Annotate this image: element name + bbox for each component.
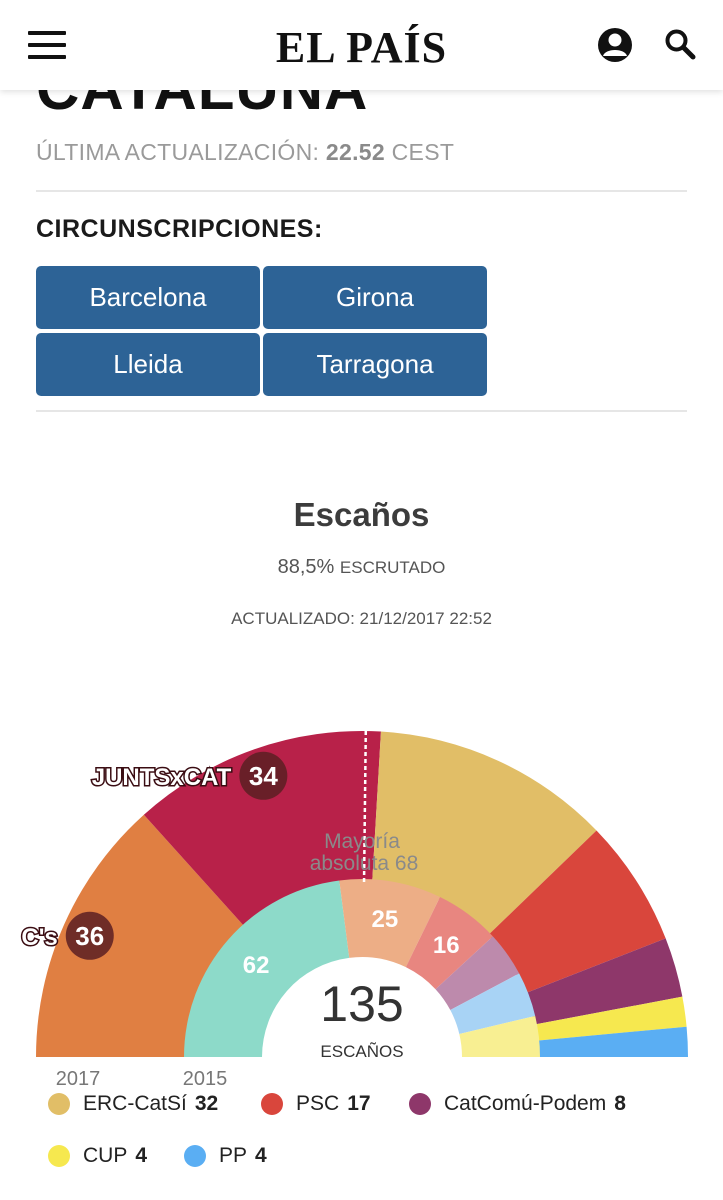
- seat-segment-pp: [536, 1026, 688, 1057]
- seat-badge-value-juntsxcat: 34: [249, 761, 278, 791]
- seat-badge-juntsxcat: [239, 751, 288, 800]
- legend-swatch: [184, 1145, 206, 1167]
- seat-segment-ring2015-4: [450, 973, 536, 1034]
- chart-updated-time: ACTUALIZADO: 21/12/2017 22:52: [231, 609, 492, 628]
- seat-segment-ring2015-0: [184, 880, 350, 1058]
- legend-party-name: CatComú-Podem: [444, 1092, 607, 1115]
- seat-segment-erc-cats: [372, 731, 597, 936]
- seat-segment-ring2015-3: [435, 936, 520, 1011]
- total-seats-value: 135: [320, 976, 403, 1032]
- party-label-c-s: C's: [21, 924, 57, 951]
- ring-year-label-2015: 2015: [183, 1068, 228, 1090]
- seat-segment-catcom-podem: [525, 938, 683, 1025]
- seat-value-ring2015-2: 16: [433, 932, 460, 959]
- legend-party-name: PSC: [296, 1092, 340, 1115]
- seat-segment-cup: [533, 996, 687, 1041]
- legend-seat-count: 8: [614, 1092, 626, 1115]
- chart-title: Escaños: [293, 496, 430, 533]
- seat-segment-ring2015-5: [459, 1015, 540, 1057]
- district-button-tarragona[interactable]: Tarragona: [263, 333, 487, 396]
- legend-seat-count: 4: [255, 1144, 267, 1167]
- user-account-icon[interactable]: [596, 26, 634, 64]
- last-update-timezone: CEST: [384, 139, 455, 165]
- legend-swatch: [48, 1145, 70, 1167]
- scrutiny-value: 88,5%: [277, 556, 335, 578]
- legend-item: ERC-CatSí 32: [48, 1092, 218, 1116]
- district-button-barcelona[interactable]: Barcelona: [36, 266, 260, 329]
- seat-segment-juntsxcat: [143, 731, 381, 927]
- district-button-lleida[interactable]: Lleida: [36, 333, 260, 396]
- legend-swatch: [409, 1093, 431, 1115]
- seat-segment-c-s: [36, 814, 245, 1057]
- legend-party-name: ERC-CatSí: [83, 1092, 187, 1115]
- seat-value-ring2015-0: 62: [243, 952, 270, 979]
- last-update-label: ÚLTIMA ACTUALIZACIÓN:: [36, 139, 326, 165]
- seat-badge-value-c-s: 36: [75, 921, 104, 951]
- legend-swatch: [48, 1093, 70, 1115]
- legend-party-name: CUP: [83, 1144, 128, 1167]
- legend-item: PP 4: [184, 1144, 267, 1168]
- districts-label: CIRCUNSCRIPCIONES:: [36, 215, 323, 243]
- legend-seat-count: 4: [135, 1144, 148, 1167]
- seat-segment-ring2015-2: [405, 897, 493, 990]
- divider: [36, 190, 687, 192]
- seat-value-ring2015-1: 25: [372, 906, 399, 933]
- seat-segment-ring2015-1: [339, 879, 441, 968]
- top-bar: EL PAÍS: [0, 0, 723, 90]
- legend-seat-count: 17: [347, 1092, 371, 1115]
- seat-badge-c-s: [65, 911, 114, 960]
- seat-segment-psc: [487, 830, 666, 994]
- majority-label-line1: Mayoría: [324, 830, 400, 853]
- scrutiny-label: ESCRUTADO: [339, 558, 446, 577]
- hemicycle-chart: 36 C's 34 JUNTSxCAT 2017 62 25 16 2015 Mayoríaabs…: [20, 731, 688, 1090]
- district-button-girona[interactable]: Girona: [263, 266, 487, 329]
- legend-seat-count: 32: [194, 1092, 219, 1115]
- ring-year-label-2017: 2017: [56, 1068, 101, 1090]
- legend-item: CUP 4: [48, 1144, 147, 1168]
- search-icon[interactable]: [664, 28, 696, 60]
- majority-label-line2: absoluta 68: [310, 852, 419, 875]
- hamburger-menu-icon[interactable]: [28, 31, 66, 59]
- legend-swatch: [261, 1093, 283, 1115]
- last-update-line: ÚLTIMA ACTUALIZACIÓN: 22.52 CEST: [36, 139, 454, 166]
- total-seats-label: ESCAÑOS: [320, 1042, 403, 1061]
- divider: [36, 410, 687, 412]
- legend-item: PSC 17: [261, 1092, 371, 1116]
- party-label-juntsxcat: JUNTSxCAT: [92, 764, 232, 791]
- scrutiny-status: 88,5% ESCRUTADO: [0, 556, 723, 579]
- legend-party-name: PP: [219, 1144, 248, 1167]
- legend-item: CatComú-Podem 8: [409, 1092, 626, 1116]
- last-update-time: 22.52: [325, 139, 385, 165]
- site-logo[interactable]: EL PAÍS: [275, 23, 448, 72]
